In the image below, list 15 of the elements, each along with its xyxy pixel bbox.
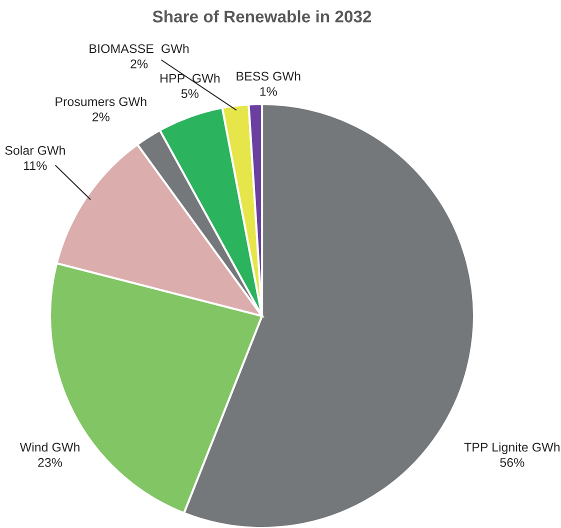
slice-label: HPP GWh <box>160 74 220 83</box>
slice-label: BESS GWh <box>236 71 300 81</box>
slice-label: TPP Lignite GWh <box>464 442 560 454</box>
slice-label: Wind GWh <box>20 442 80 452</box>
slice-label: Solar GWh <box>5 146 65 155</box>
slice-label: BIOMASSE GWh <box>90 44 189 54</box>
data-label: 1% <box>260 87 277 96</box>
slice-label: Prosumers GWh <box>56 96 146 106</box>
data-label: 5% <box>181 89 199 98</box>
chart-title: Share of Renewable in 2032 <box>152 10 372 22</box>
data-label: 23% <box>38 458 62 467</box>
data-label: 56% <box>500 458 524 467</box>
data-label: 2% <box>92 112 110 122</box>
data-label: 2% <box>130 60 148 68</box>
data-label: 11% <box>24 161 47 170</box>
